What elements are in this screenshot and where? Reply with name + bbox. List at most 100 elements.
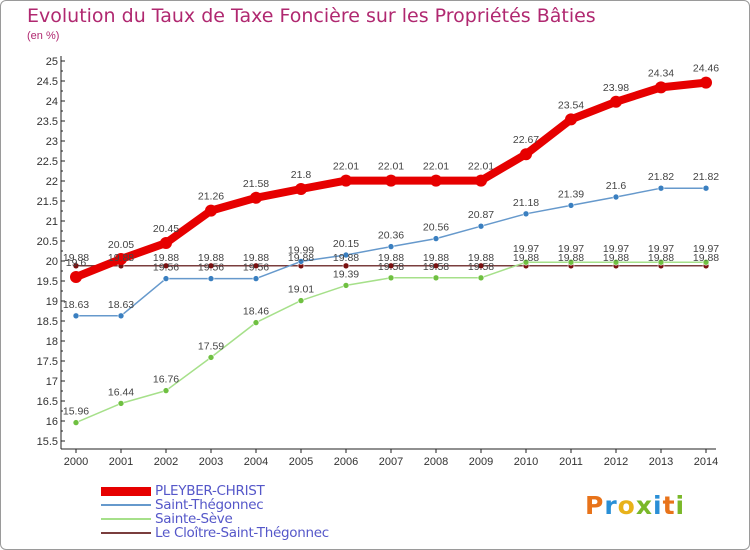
data-label: 21.82 xyxy=(693,171,719,183)
data-point xyxy=(612,258,620,266)
data-label: 21.39 xyxy=(558,188,584,200)
y-tick-label: 19 xyxy=(46,296,58,308)
legend-label: Sainte-Sève xyxy=(155,511,233,527)
data-point xyxy=(160,237,172,249)
data-point xyxy=(252,275,260,282)
data-point xyxy=(657,184,665,192)
data-point xyxy=(655,81,667,94)
data-label: 19.58 xyxy=(378,261,404,273)
data-label: 21.82 xyxy=(648,171,674,183)
data-label: 16.76 xyxy=(153,374,179,386)
data-point xyxy=(72,262,80,270)
x-tick-label: 2000 xyxy=(64,456,88,468)
x-tick-label: 2001 xyxy=(109,456,133,468)
data-label: 19.88 xyxy=(423,252,449,264)
y-tick-label: 16 xyxy=(46,416,58,428)
data-point xyxy=(432,235,440,242)
data-label: 18.63 xyxy=(108,299,134,311)
data-label: 19.58 xyxy=(468,261,494,273)
y-tick-label: 18.5 xyxy=(37,316,58,328)
data-point xyxy=(162,262,170,270)
data-label: 17.59 xyxy=(198,340,224,352)
legend-label: Le Cloître-Saint-Thégonnec xyxy=(155,525,329,541)
data-label: 19.88 xyxy=(288,252,314,264)
data-label: 19.99 xyxy=(288,244,314,256)
data-point xyxy=(702,184,710,192)
data-label: 22.01 xyxy=(423,161,449,173)
data-label: 19.01 xyxy=(288,284,314,296)
data-label: 21.18 xyxy=(513,197,539,209)
data-point xyxy=(207,262,215,270)
data-point xyxy=(385,174,397,187)
logo-letter: x xyxy=(635,491,653,520)
data-point xyxy=(522,258,530,266)
data-point xyxy=(432,274,440,282)
data-point xyxy=(477,262,485,270)
data-point xyxy=(342,282,350,289)
x-tick-label: 2011 xyxy=(559,456,583,468)
data-point xyxy=(297,258,305,265)
legend: PLEYBER-CHRIST Saint-Thégonnec Sainte-Sève… xyxy=(101,484,329,540)
legend-label: PLEYBER-CHRIST xyxy=(155,483,265,499)
y-tick-label: 18 xyxy=(46,336,58,348)
data-point xyxy=(430,174,442,187)
data-label: 21.58 xyxy=(243,178,269,190)
data-label: 21.8 xyxy=(291,169,312,181)
legend-swatch xyxy=(101,518,151,520)
data-point xyxy=(702,258,710,266)
data-point xyxy=(387,243,395,250)
data-point xyxy=(612,193,620,201)
data-point xyxy=(207,275,215,282)
legend-item: Saint-Thégonnec xyxy=(101,498,329,512)
data-label: 18.46 xyxy=(243,306,269,318)
data-label: 19.97 xyxy=(513,243,539,255)
x-tick-label: 2004 xyxy=(244,456,268,468)
x-tick-label: 2013 xyxy=(649,456,673,468)
legend-swatch xyxy=(101,486,151,496)
x-tick-label: 2003 xyxy=(199,456,223,468)
data-label: 21.6 xyxy=(606,180,627,192)
y-tick-label: 23 xyxy=(46,136,58,148)
data-label: 22.01 xyxy=(333,161,359,173)
data-point xyxy=(162,387,170,394)
data-label: 19.88 xyxy=(198,252,224,264)
data-label: 22.01 xyxy=(378,161,404,173)
data-label: 19.58 xyxy=(423,261,449,273)
data-label: 20.15 xyxy=(333,238,359,250)
chart-title: Evolution du Taux de Taxe Foncière sur l… xyxy=(27,5,596,27)
legend-item: Sainte-Sève xyxy=(101,512,329,526)
logo-letter: o xyxy=(617,491,636,520)
data-label: 22.01 xyxy=(468,161,494,173)
x-tick-label: 2014 xyxy=(694,456,718,468)
y-tick-label: 23.5 xyxy=(37,116,58,128)
data-point xyxy=(207,354,215,361)
legend-item: Le Cloître-Saint-Thégonnec xyxy=(101,526,329,540)
data-label: 20.36 xyxy=(378,230,404,242)
data-label: 19.88 xyxy=(333,252,359,264)
y-tick-label: 21 xyxy=(46,216,58,228)
data-label: 19.88 xyxy=(243,252,269,264)
data-point xyxy=(522,210,530,218)
data-label: 19.88 xyxy=(693,252,719,264)
data-point xyxy=(295,183,307,195)
y-tick-label: 21.5 xyxy=(37,196,58,208)
legend-label: Saint-Thégonnec xyxy=(155,497,264,513)
data-label: 19.56 xyxy=(198,262,224,274)
y-tick-label: 25 xyxy=(46,56,58,68)
data-point xyxy=(70,271,82,283)
data-label: 19.6 xyxy=(66,257,87,269)
x-tick-label: 2010 xyxy=(514,456,538,468)
y-tick-label: 22.5 xyxy=(37,156,58,168)
y-tick-label: 20 xyxy=(46,256,58,268)
x-tick-label: 2012 xyxy=(604,456,628,468)
x-tick-label: 2002 xyxy=(154,456,178,468)
data-label: 23.54 xyxy=(558,99,584,111)
data-point xyxy=(657,258,665,266)
data-point xyxy=(72,312,80,320)
data-point xyxy=(72,419,80,426)
data-point xyxy=(342,262,350,270)
data-label: 19.56 xyxy=(243,262,269,274)
data-label: 19.97 xyxy=(693,243,719,255)
data-label: 20.56 xyxy=(423,222,449,234)
proxiti-logo: Proxiti xyxy=(585,491,685,520)
